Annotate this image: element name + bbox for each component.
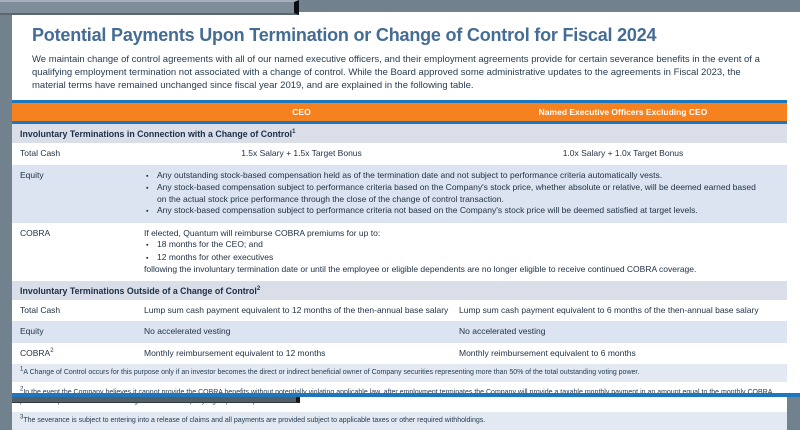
footnote-text: A Change of Control occurs for this purp… [23, 369, 640, 376]
section-header-outside: Involuntary Terminations Outside of a Ch… [12, 280, 787, 300]
list-item: ▪ Any outstanding stock-based compensati… [146, 170, 777, 183]
bullet-icon: ▪ [146, 185, 149, 192]
cobra-label-text: COBRA [20, 347, 51, 358]
cobra-footnote-marker: 2 [50, 347, 54, 354]
bullet-icon: ▪ [146, 172, 149, 180]
ceo-value: Lump sum cash payment equivalent to 12 m… [144, 304, 449, 315]
table-row-s2-equity: Equity No accelerated vesting No acceler… [12, 321, 787, 343]
table-header-row: CEO Named Executive Officers Excluding C… [12, 100, 787, 124]
bullet-icon: ▪ [146, 242, 149, 249]
footnote-1: 1A Change of Control occurs for this pur… [12, 364, 787, 382]
row-label: Total Cash [20, 148, 61, 158]
list-item: ▪ Any stock-based compensation subject t… [146, 205, 777, 218]
footnote-marker: 1 [20, 366, 24, 373]
list-item: ▪ Any stock-based compensation subject t… [146, 182, 777, 205]
row-label: COBRA2 [12, 343, 144, 365]
top-shadow-bar [0, 0, 299, 15]
column-header-neo: Named Executive Officers Excluding CEO [538, 107, 708, 117]
neo-value: No accelerated vesting [459, 326, 546, 336]
neo-value: Monthly reimbursement equivalent to 6 mo… [459, 347, 636, 358]
cobra-bullet-list: ▪ 18 months for the CEO; and ▪ 12 months… [144, 239, 777, 264]
row-label: Equity [20, 169, 44, 180]
section2-title: Involuntary Terminations Outside of a Ch… [20, 285, 257, 296]
bullet-text: Any stock-based compensation subject to … [157, 205, 698, 215]
bullet-text: Any stock-based compensation subject to … [157, 182, 756, 204]
section1-footnote-marker: 1 [292, 129, 296, 136]
footnote-text: The severance is subject to entering int… [23, 417, 486, 424]
bottom-accent-bar [12, 393, 800, 397]
table-row-s2-cobra: COBRA2 Monthly reimbursement equivalent … [12, 342, 787, 365]
slide: Potential Payments Upon Termination or C… [12, 12, 800, 430]
section2-footnote-marker: 2 [256, 285, 261, 292]
row-label: Total Cash [20, 304, 61, 315]
table-row-s1-equity: Equity ▪ Any outstanding stock-based com… [12, 164, 787, 223]
table-row-s1-cobra: COBRA If elected, Quantum will reimburse… [12, 222, 787, 281]
table-row-s2-total-cash: Total Cash Lump sum cash payment equival… [12, 299, 787, 321]
ceo-value: Monthly reimbursement equivalent to 12 m… [144, 347, 326, 358]
page-title: Potential Payments Upon Termination or C… [32, 25, 657, 45]
cobra-intro-text: If elected, Quantum will reimburse COBRA… [144, 227, 381, 238]
footnote-marker: 2 [20, 386, 24, 393]
section1-title: Involuntary Terminations in Connection w… [20, 129, 293, 139]
bullet-icon: ▪ [146, 208, 149, 215]
neo-value: Lump sum cash payment equivalent to 6 mo… [459, 304, 759, 315]
list-item: ▪ 18 months for the CEO; and [146, 239, 777, 252]
bullet-text: 12 months for other executives [157, 251, 274, 262]
table-row-s1-total-cash: Total Cash 1.5x Salary + 1.5x Target Bon… [12, 143, 787, 165]
column-header-ceo: CEO [292, 107, 311, 117]
neo-value: 1.0x Salary + 1.0x Target Bonus [562, 148, 684, 158]
intro-paragraph: We maintain change of control agreements… [32, 54, 760, 91]
ceo-value: No accelerated vesting [144, 326, 231, 336]
footnote-3: 3The severance is subject to entering in… [12, 412, 787, 430]
bullet-text: 18 months for the CEO; and [157, 239, 263, 249]
cobra-outro-text: following the involuntary termination da… [144, 264, 697, 274]
bottom-shadow-bar [12, 397, 300, 403]
termination-payments-table: CEO Named Executive Officers Excluding C… [12, 100, 787, 430]
row-label: COBRA [20, 227, 51, 238]
equity-bullet-list: ▪ Any outstanding stock-based compensati… [144, 165, 787, 223]
bullet-icon: ▪ [146, 254, 149, 262]
ceo-value: 1.5x Salary + 1.5x Target Bonus [241, 148, 362, 158]
section-header-in-connection: Involuntary Terminations in Connection w… [12, 124, 787, 143]
list-item: ▪ 12 months for other executives [146, 252, 777, 265]
cobra-cell: If elected, Quantum will reimburse COBRA… [144, 223, 787, 281]
bullet-text: Any outstanding stock-based compensation… [157, 169, 663, 180]
row-label: Equity [20, 326, 44, 336]
